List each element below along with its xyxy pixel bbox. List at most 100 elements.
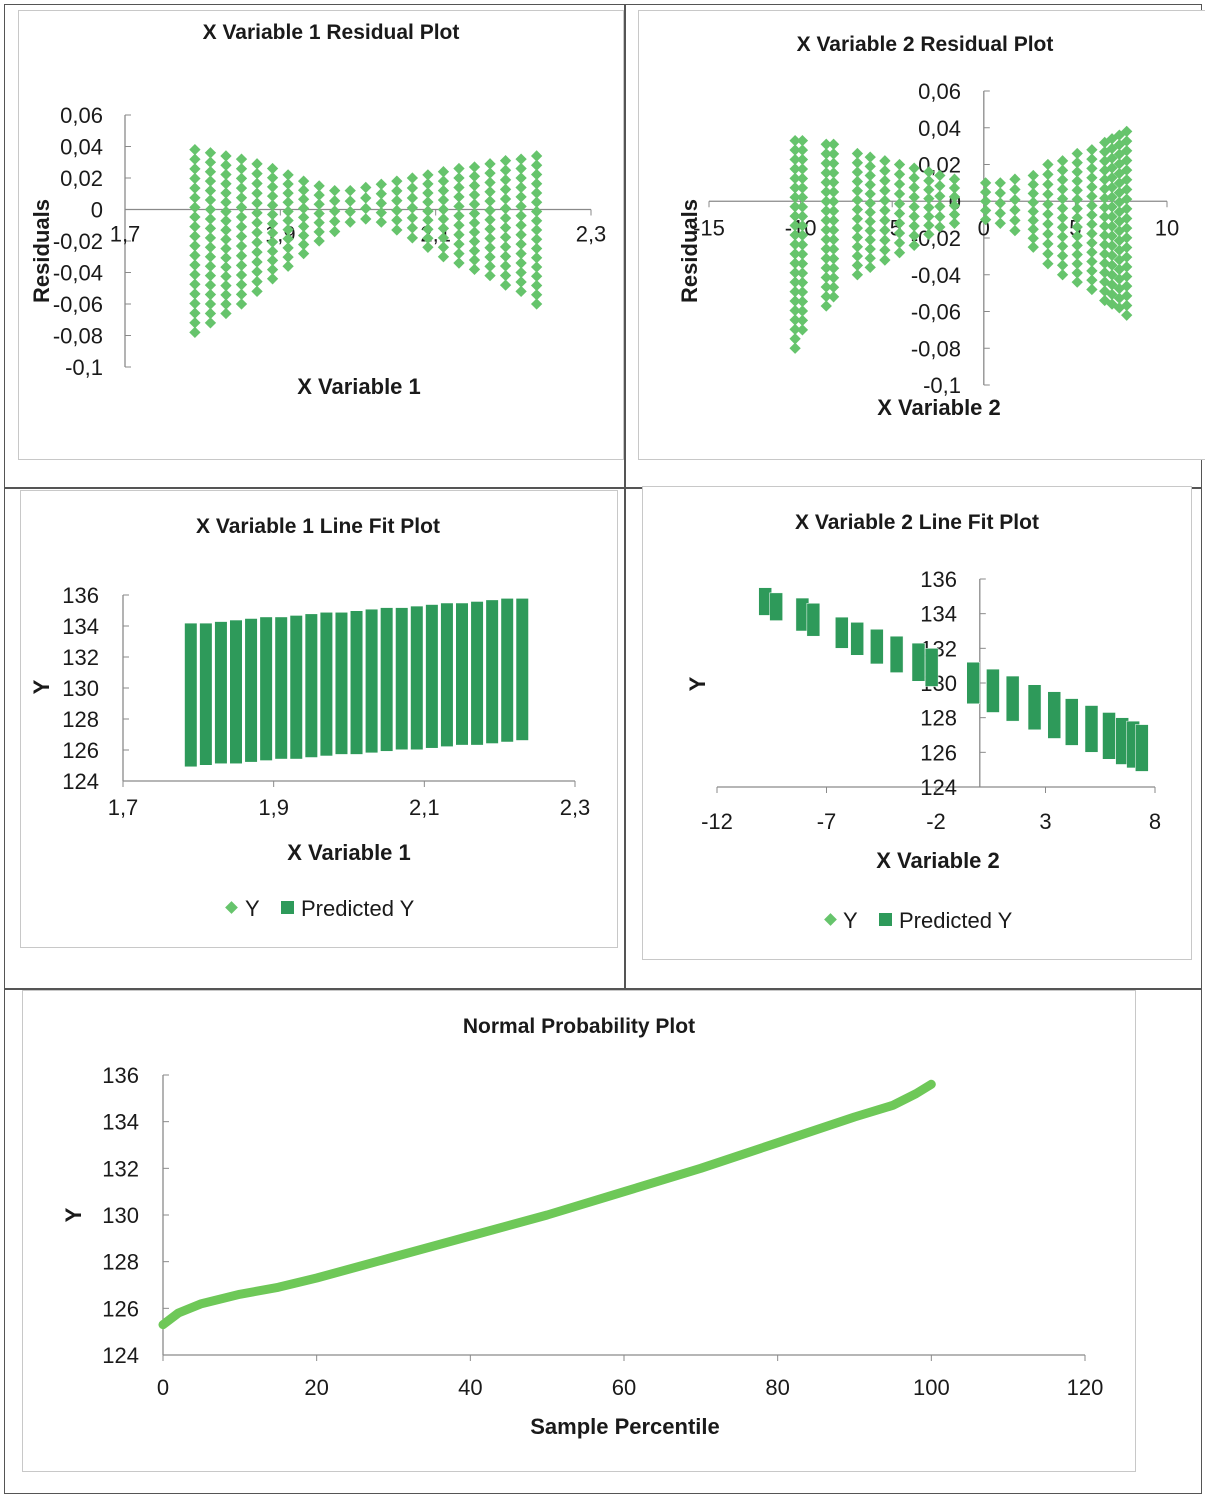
predicted-y-series: [183, 597, 530, 768]
y-point: [893, 188, 906, 200]
x-tick-label: 10: [1155, 215, 1179, 240]
y-point: [893, 178, 906, 190]
legend-label-predicted: Predicted Y: [301, 896, 415, 921]
y-point: [266, 254, 279, 267]
y-tick-label: 0,06: [60, 103, 103, 128]
y-point: [948, 200, 961, 212]
y-tick-label: 0,04: [60, 135, 103, 160]
y-point: [796, 239, 809, 251]
y-point: [499, 155, 512, 167]
y-point: [313, 198, 325, 210]
predicted-y-column: [870, 629, 884, 665]
y-point: [406, 182, 419, 194]
y-point: [1071, 221, 1083, 233]
y-point: [189, 192, 201, 204]
y-point: [189, 201, 201, 214]
y-tick-label: 130: [62, 676, 99, 701]
x-tick-label: -15: [693, 215, 725, 240]
y-point: [189, 307, 201, 319]
y-point: [851, 250, 864, 262]
y-point: [484, 251, 496, 263]
y-point: [948, 191, 961, 203]
y-tick-label: -0,06: [53, 292, 103, 317]
y-point: [789, 219, 801, 232]
y-tick-label: 134: [920, 602, 957, 627]
y-point: [235, 288, 248, 300]
y-point: [282, 169, 294, 181]
y-point: [344, 195, 356, 207]
predicted-y-column: [806, 603, 821, 637]
predicted-y-column: [986, 668, 1000, 713]
y-point: [422, 187, 434, 199]
predicted-y-column: [244, 617, 259, 763]
y-point: [851, 222, 864, 234]
y-point: [406, 212, 419, 224]
y-point: [530, 178, 543, 190]
y-tick-label: 0,02: [60, 166, 103, 191]
y-point: [220, 252, 232, 264]
y-point: [515, 191, 527, 203]
y-point: [235, 192, 248, 204]
y-point: [204, 175, 217, 187]
y-point: [297, 193, 310, 205]
y-point: [1042, 228, 1054, 240]
y-point: [515, 153, 527, 165]
line-fit-plot-2-panel: X Variable 2 Line Fit Plot Y X Variable …: [642, 486, 1192, 960]
y-point: [251, 197, 263, 209]
y-point: [453, 181, 465, 194]
y-point: [406, 222, 419, 234]
y-point: [864, 224, 876, 237]
y-point: [220, 159, 232, 171]
y-tick-label: 128: [62, 707, 99, 732]
y-point: [796, 210, 809, 222]
y-point: [1042, 178, 1054, 191]
y-point: [422, 223, 434, 235]
y-point: [1056, 269, 1069, 281]
y-point: [1042, 208, 1054, 220]
y-point: [908, 201, 920, 213]
y-point: [220, 187, 232, 199]
y-point: [422, 169, 434, 181]
y-point: [297, 184, 310, 196]
y-point: [1042, 198, 1054, 210]
y-point: [796, 286, 809, 298]
y-point: [251, 177, 263, 190]
y-point: [220, 289, 232, 301]
y-point: [789, 323, 801, 336]
predicted-y-column: [485, 599, 500, 745]
residual-plot-2-panel: X Variable 2 Residual Plot Residuals X V…: [638, 10, 1205, 460]
x-tick-label: -7: [817, 809, 837, 834]
y-point: [515, 229, 527, 241]
y-point: [406, 192, 419, 204]
y-point: [893, 217, 906, 229]
y-point: [789, 295, 801, 307]
y-axis-label: Y: [29, 679, 54, 694]
y-point: [530, 150, 543, 162]
y-point: [313, 207, 325, 220]
y-point: [1027, 241, 1039, 253]
y-point: [1042, 158, 1054, 171]
y-point: [923, 219, 935, 232]
predicted-y-column: [364, 608, 379, 754]
y-point: [796, 248, 809, 260]
y-point: [864, 197, 876, 209]
y-point: [235, 221, 248, 233]
y-point: [1009, 173, 1021, 185]
y-point: [484, 167, 496, 179]
y-point: [948, 173, 961, 185]
y-point: [499, 241, 512, 253]
y-point: [453, 162, 465, 175]
x-axis-label: Sample Percentile: [530, 1414, 720, 1439]
y-tick-label: 0,06: [918, 79, 961, 104]
y-point: [220, 196, 232, 208]
predicted-y-column: [319, 611, 334, 757]
y-point: [297, 211, 310, 224]
y-point: [864, 215, 876, 228]
y-point: [530, 196, 543, 208]
y-point: [851, 213, 864, 225]
y-point: [251, 266, 263, 278]
y-point: [266, 273, 279, 285]
y-point: [235, 153, 248, 165]
y-point: [453, 191, 465, 203]
y-point: [796, 305, 809, 317]
